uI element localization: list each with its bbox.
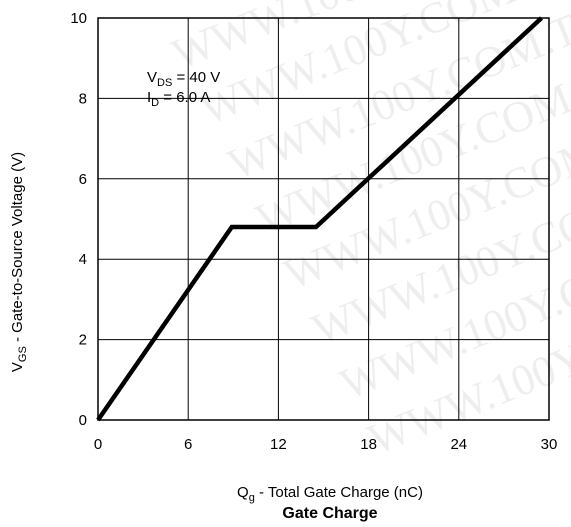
grid xyxy=(98,18,549,420)
y-tick-label: 0 xyxy=(79,412,87,429)
annotation-id: ID = 6.0 A xyxy=(147,89,210,109)
y-tick-label: 4 xyxy=(79,251,87,268)
x-tick-labels: 0 6 12 18 24 30 xyxy=(94,436,558,453)
y-tick-labels: 0 2 4 6 8 10 xyxy=(70,10,87,429)
x-tick-label: 0 xyxy=(94,436,102,453)
x-axis-label: Qg - Total Gate Charge (nC) xyxy=(237,484,423,504)
chart-title: Gate Charge xyxy=(282,505,377,522)
x-tick-label: 30 xyxy=(541,436,558,453)
y-tick-label: 2 xyxy=(79,332,87,349)
annotation-vds: VDS = 40 V xyxy=(147,69,220,89)
y-tick-label: 10 xyxy=(70,10,87,27)
series-line xyxy=(96,16,544,422)
y-tick-label: 6 xyxy=(79,171,87,188)
y-tick-label: 8 xyxy=(79,90,87,107)
x-tick-label: 12 xyxy=(270,436,287,453)
plot-frame xyxy=(97,17,550,421)
x-tick-label: 18 xyxy=(360,436,377,453)
x-tick-label: 24 xyxy=(450,436,467,453)
x-tick-label: 6 xyxy=(184,436,192,453)
y-axis-label: VGS - Gate-to-Source Voltage (V) xyxy=(9,152,29,372)
